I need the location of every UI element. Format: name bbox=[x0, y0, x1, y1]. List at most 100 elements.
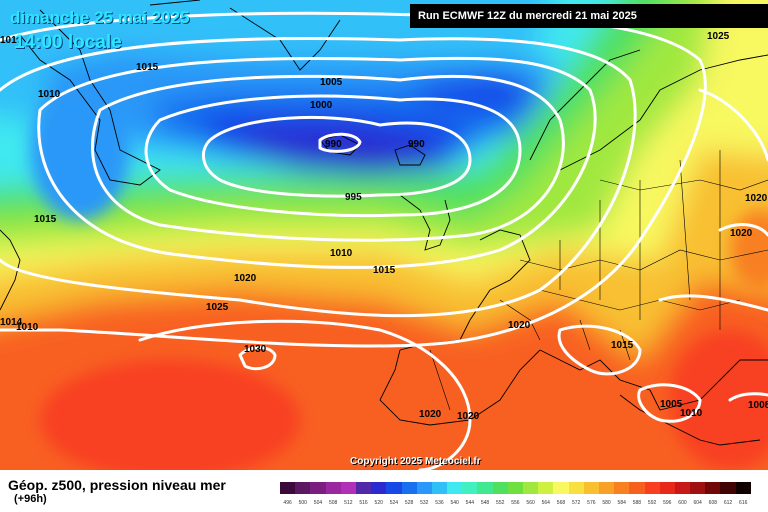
scale-swatch bbox=[644, 482, 660, 494]
scale-swatch bbox=[325, 482, 341, 494]
isobar-label: 1000 bbox=[310, 100, 333, 111]
scale-label: 552 bbox=[496, 500, 505, 506]
scale-swatch bbox=[401, 482, 417, 494]
isobar-label: 1015 bbox=[34, 214, 57, 225]
scale-swatch bbox=[492, 482, 508, 494]
scale-label: 540 bbox=[450, 500, 459, 506]
isobar-label: 995 bbox=[345, 192, 362, 203]
isobar-label: 1020 bbox=[234, 273, 257, 284]
scale-label: 528 bbox=[404, 500, 414, 506]
scale-swatch bbox=[553, 482, 569, 494]
scale-label: 508 bbox=[328, 500, 338, 506]
scale-swatch bbox=[462, 482, 478, 494]
scale-swatch bbox=[340, 482, 356, 494]
isobar-label: 1005 bbox=[660, 399, 683, 410]
scale-swatch bbox=[523, 482, 539, 494]
map-title: Géop. z500, pression niveau mer bbox=[8, 477, 226, 493]
isobar-label: 1010 bbox=[330, 248, 353, 259]
forecast-hour: (+96h) bbox=[14, 493, 47, 505]
isobar-labels: 1025 1015 1010 1005 1000 990 990 995 101… bbox=[0, 31, 768, 422]
scale-label: 496 bbox=[283, 500, 292, 506]
weather-map: 1025 1015 1010 1005 1000 990 990 995 101… bbox=[0, 0, 768, 470]
scale-swatch bbox=[280, 482, 296, 494]
scale-label: 556 bbox=[511, 500, 520, 506]
scale-swatch bbox=[386, 482, 402, 494]
scale-label: 568 bbox=[556, 500, 566, 506]
scale-swatch bbox=[416, 482, 432, 494]
isobar-label: 1015 bbox=[373, 265, 396, 276]
isobar-label: 1005 bbox=[320, 77, 343, 88]
scale-swatch bbox=[507, 482, 523, 494]
scale-label: 564 bbox=[541, 500, 550, 506]
scale-swatch bbox=[598, 482, 615, 494]
scale-swatch bbox=[538, 482, 554, 494]
scale-label: 524 bbox=[389, 500, 399, 506]
isobar-label: 1030 bbox=[244, 344, 267, 355]
scale-label: 544 bbox=[465, 500, 475, 506]
scale-swatch bbox=[355, 482, 372, 494]
forecast-time: 14:00 locale bbox=[14, 32, 122, 53]
isobar-label: 1025 bbox=[206, 302, 229, 313]
scale-label: 516 bbox=[359, 500, 368, 506]
scale-swatch bbox=[295, 482, 311, 494]
scale-label: 536 bbox=[435, 500, 444, 506]
isobar-label: 1008 bbox=[748, 400, 768, 411]
scale-label: 596 bbox=[663, 500, 672, 506]
color-scale bbox=[280, 482, 751, 494]
scale-label: 512 bbox=[344, 500, 353, 506]
scale-label: 504 bbox=[313, 500, 323, 506]
coastlines bbox=[0, 0, 768, 446]
isobar-label: 1020 bbox=[508, 320, 531, 331]
scale-label: 616 bbox=[739, 500, 748, 506]
scale-swatch bbox=[431, 482, 448, 494]
scale-label: 576 bbox=[587, 500, 596, 506]
forecast-date: dimanche 25 mai 2025 bbox=[10, 8, 190, 27]
copyright: Copyright 2025 Meteociel.fr bbox=[350, 456, 481, 467]
isobar-label: 1020 bbox=[419, 409, 442, 420]
isobar-label: 1010 bbox=[680, 408, 703, 419]
isobars bbox=[0, 11, 768, 470]
scale-swatch bbox=[371, 482, 387, 494]
scale-label: 604 bbox=[693, 500, 702, 506]
scale-swatch bbox=[629, 482, 645, 494]
isobar-label: 1015 bbox=[611, 340, 634, 351]
scale-swatch bbox=[310, 482, 326, 494]
isobar-label: 1020 bbox=[745, 193, 768, 204]
scale-label: 608 bbox=[708, 500, 718, 506]
scale-swatch bbox=[614, 482, 630, 494]
scale-label: 500 bbox=[298, 500, 307, 506]
scale-swatch bbox=[477, 482, 493, 494]
scale-swatch bbox=[659, 482, 675, 494]
color-scale-labels: 496 500 504 508 512 516 520 524 528 532 536 540 544 5… bbox=[280, 500, 751, 506]
scale-swatch bbox=[720, 482, 736, 494]
isobar-label: 1025 bbox=[707, 31, 730, 42]
scale-label: 592 bbox=[647, 500, 657, 506]
scale-label: 520 bbox=[374, 500, 383, 506]
isobar-label: 1010 bbox=[16, 322, 39, 333]
scale-label: 588 bbox=[632, 500, 642, 506]
isobar-label: 1014 bbox=[0, 317, 23, 328]
isobar-label: 1010 bbox=[38, 89, 61, 100]
isobar-label: 990 bbox=[325, 139, 342, 150]
scale-label: 600 bbox=[678, 500, 687, 506]
run-banner: Run ECMWF 12Z du mercredi 21 mai 2025 bbox=[410, 4, 768, 28]
scale-swatch bbox=[447, 482, 463, 494]
legend-footer: Géop. z500, pression niveau mer (+96h) 4… bbox=[0, 470, 768, 512]
scale-swatch bbox=[568, 482, 584, 494]
isobar-label: 1015 bbox=[136, 62, 159, 73]
scale-swatch bbox=[690, 482, 706, 494]
scale-label: 548 bbox=[480, 500, 490, 506]
scale-swatch bbox=[705, 482, 721, 494]
isobar-label: 1017 bbox=[0, 35, 23, 46]
isobar-label: 1020 bbox=[730, 228, 753, 239]
scale-label: 572 bbox=[571, 500, 581, 506]
isobar-label: 1020 bbox=[457, 411, 480, 422]
scale-swatch bbox=[674, 482, 691, 494]
scale-label: 560 bbox=[526, 500, 535, 506]
isobar-label: 990 bbox=[408, 139, 425, 150]
scale-swatch bbox=[735, 482, 751, 494]
scale-label: 584 bbox=[617, 500, 626, 506]
scale-label: 532 bbox=[420, 500, 429, 506]
scale-swatch bbox=[583, 482, 599, 494]
scale-label: 612 bbox=[723, 500, 733, 506]
